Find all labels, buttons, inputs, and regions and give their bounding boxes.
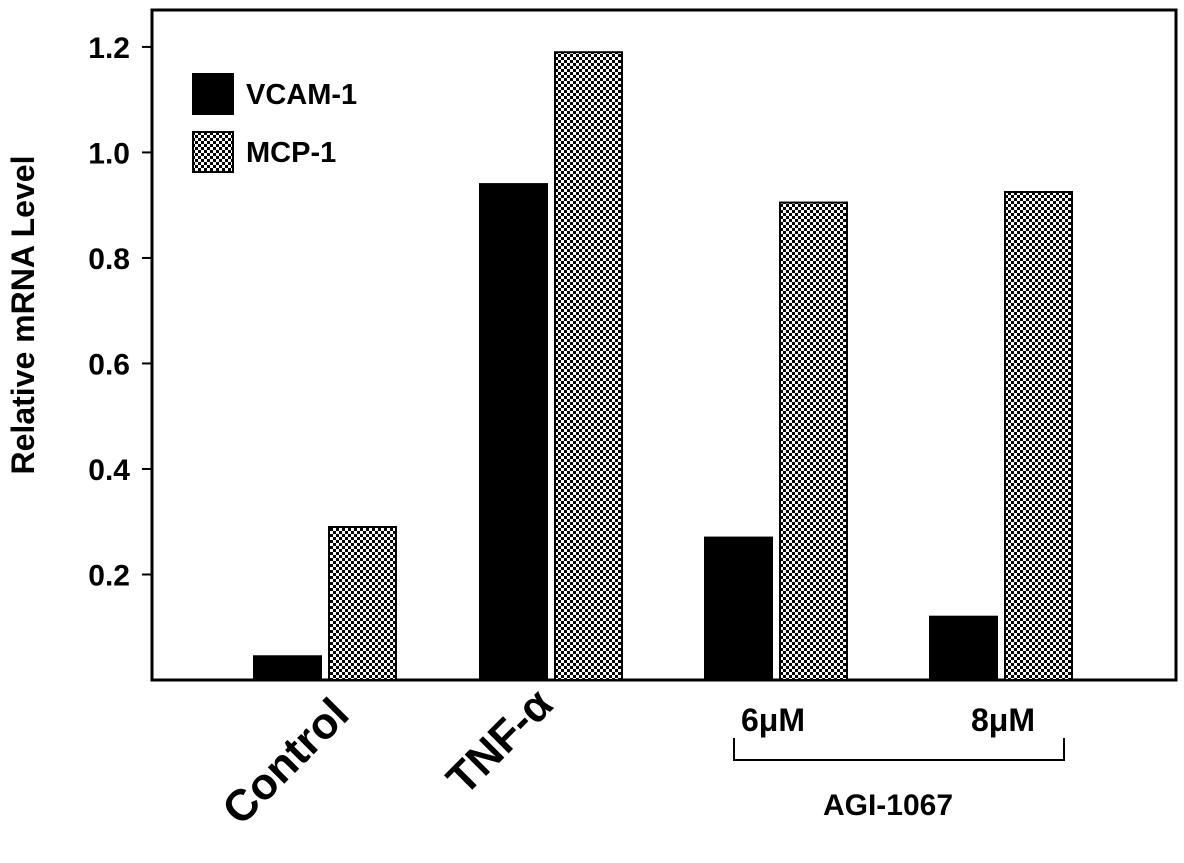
bar-mcp-1-0: [328, 526, 397, 681]
y-tick-label: 0.8: [88, 243, 130, 276]
group-label: AGI-1067: [823, 789, 953, 822]
x-label-tnf-alpha: TNF-α: [437, 679, 562, 804]
plot-frame: [150, 8, 1178, 682]
y-axis-label: Relative mRNA Level: [5, 156, 41, 475]
legend-swatch-vcam-1: [192, 73, 234, 115]
bars-group: [253, 51, 1073, 682]
legend: VCAM-1 MCP-1: [192, 73, 357, 173]
bar-mcp-1-1: [554, 51, 623, 682]
bar-vcam-1-3: [929, 615, 998, 682]
bar-mcp-1-3: [1004, 191, 1073, 681]
y-axis-ticks: 0.2 0.4 0.6 0.8 1.0 1.2: [88, 32, 152, 592]
x-label-8um: 8μM: [971, 702, 1035, 738]
y-tick-label: 1.2: [88, 32, 130, 65]
legend-label-vcam-1: VCAM-1: [246, 79, 357, 111]
bar-vcam-1-0: [253, 655, 322, 681]
group-bracket: [733, 738, 1065, 761]
legend-swatch-mcp-1: [192, 131, 234, 173]
bar-vcam-1-1: [479, 183, 548, 681]
legend-label-mcp-1: MCP-1: [246, 137, 336, 169]
x-label-6um: 6μM: [741, 702, 805, 738]
y-tick-label: 1.0: [88, 137, 130, 170]
bar-mcp-1-2: [779, 201, 848, 681]
y-tick-label: 0.6: [88, 348, 130, 381]
x-label-control: Control: [213, 689, 358, 834]
bar-vcam-1-2: [704, 536, 773, 682]
y-tick-label: 0.4: [88, 454, 130, 487]
y-tick-label: 0.2: [88, 559, 130, 592]
